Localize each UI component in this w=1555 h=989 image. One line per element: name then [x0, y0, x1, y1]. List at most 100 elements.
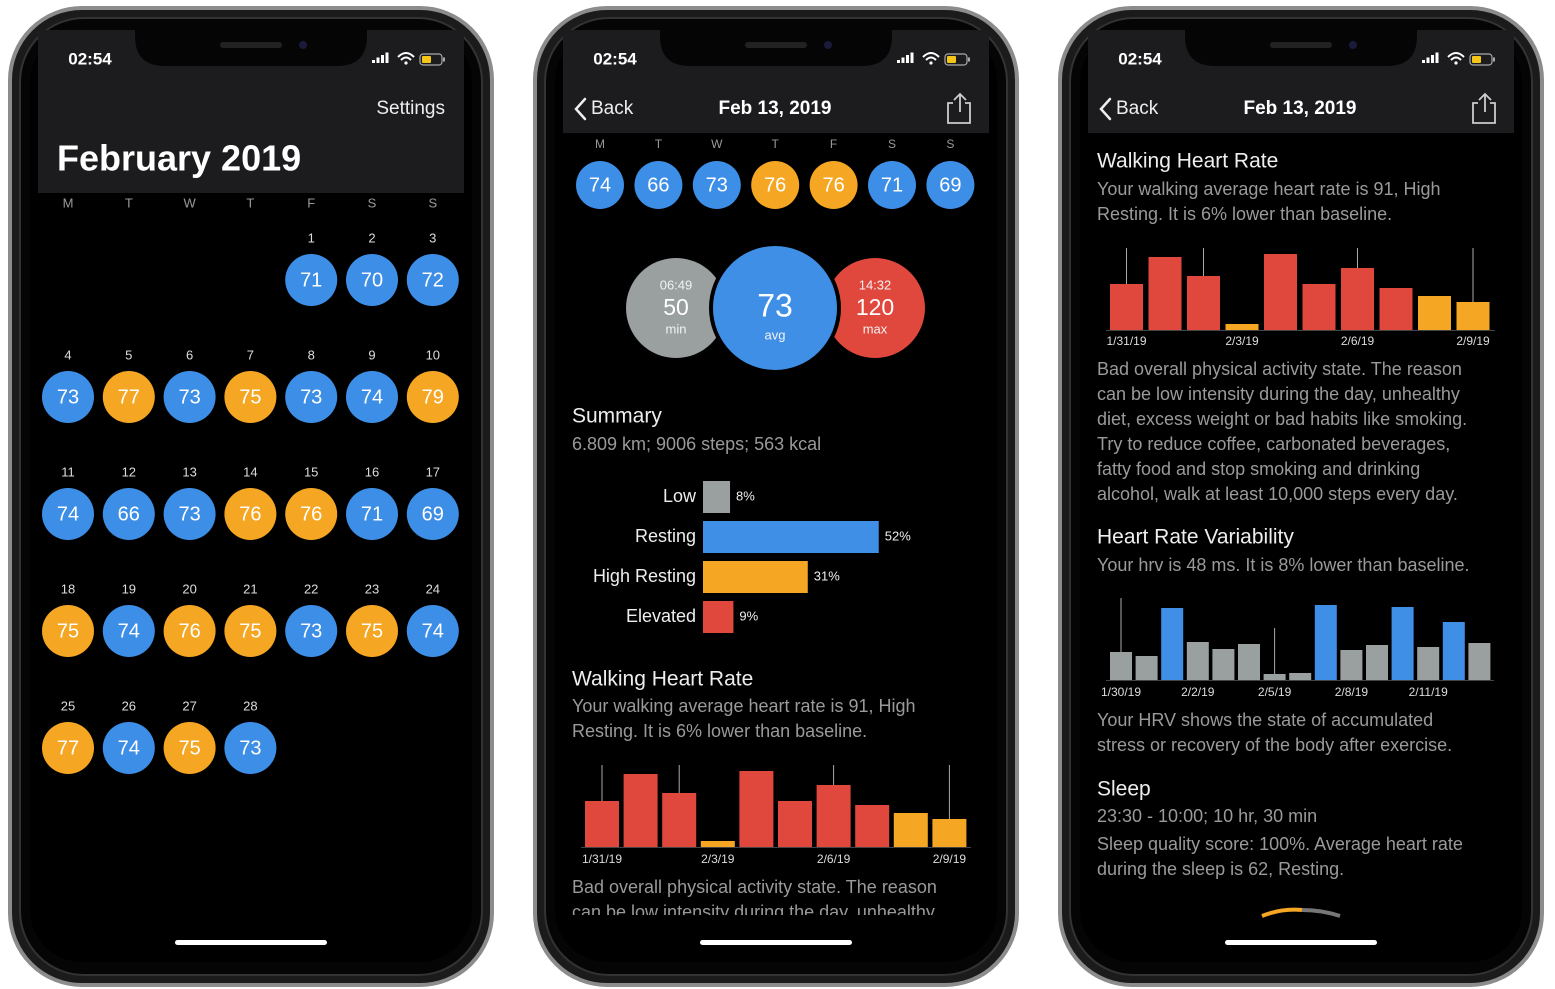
- date-title: Feb 13, 2019: [718, 98, 831, 119]
- bar: [739, 771, 774, 847]
- day-heart-rate[interactable]: [163, 488, 216, 540]
- day-heart-rate-value: 73: [300, 620, 322, 642]
- day-heart-rate[interactable]: [346, 254, 398, 306]
- settings-button[interactable]: Settings: [376, 98, 445, 119]
- bar: [1110, 652, 1132, 680]
- bar: [1366, 645, 1388, 680]
- day-heart-rate-value: 66: [647, 174, 669, 196]
- camera: [824, 41, 832, 49]
- bar: [1468, 643, 1491, 680]
- max-time: 14:32: [859, 277, 892, 292]
- day-heart-rate[interactable]: [406, 254, 459, 306]
- weekday-label: T: [655, 137, 663, 151]
- day-number: 9: [368, 347, 375, 362]
- back-button[interactable]: Back: [591, 98, 634, 119]
- day-heart-rate[interactable]: [102, 722, 155, 774]
- day-heart-rate[interactable]: [224, 371, 277, 423]
- day-heart-rate[interactable]: [42, 722, 94, 774]
- day-heart-rate-value: 75: [361, 620, 383, 642]
- day-heart-rate-value: 76: [300, 503, 322, 525]
- day-heart-rate[interactable]: [285, 605, 338, 657]
- section-text: Your hrv is 48 ms. It is 8% lower than b…: [1097, 555, 1470, 575]
- day-number: 18: [61, 581, 75, 596]
- day-heart-rate[interactable]: [163, 605, 216, 657]
- battery: [944, 53, 968, 66]
- signal-bar: [381, 55, 384, 63]
- day-heart-rate[interactable]: [285, 488, 338, 540]
- day-heart-rate[interactable]: [285, 254, 338, 306]
- day-heart-rate-value: 74: [57, 503, 79, 525]
- day-heart-rate[interactable]: [576, 161, 624, 209]
- day-heart-rate[interactable]: [285, 371, 338, 423]
- day-heart-rate[interactable]: [224, 722, 277, 774]
- day-heart-rate[interactable]: [346, 605, 398, 657]
- day-heart-rate[interactable]: [406, 371, 459, 423]
- day-heart-rate[interactable]: [163, 371, 216, 423]
- day-heart-rate[interactable]: [868, 161, 916, 209]
- level-value-label: 9%: [739, 608, 758, 623]
- signal-bar: [906, 55, 909, 63]
- bar: [1341, 268, 1374, 330]
- day-heart-rate[interactable]: [224, 488, 277, 540]
- day-number: 4: [64, 347, 71, 362]
- day-number: 19: [122, 581, 136, 596]
- weekday-label: S: [946, 137, 954, 151]
- day-heart-rate[interactable]: [102, 605, 155, 657]
- day-heart-rate-value: 73: [300, 386, 322, 408]
- x-tick-label: 1/31/19: [1106, 334, 1146, 348]
- day-heart-rate[interactable]: [42, 488, 94, 540]
- bar: [662, 793, 697, 847]
- signal-bar: [385, 52, 389, 63]
- weekday-label: F: [830, 137, 837, 151]
- battery-tip: [443, 57, 445, 62]
- screen: [1080, 30, 1522, 962]
- section-title: Walking Heart Rate: [572, 668, 753, 691]
- share-button[interactable]: [1472, 92, 1496, 124]
- wifi-icon: [397, 52, 415, 61]
- section-title: Walking Heart Rate: [1097, 150, 1278, 173]
- day-heart-rate[interactable]: [809, 161, 858, 209]
- day-heart-rate[interactable]: [406, 605, 459, 657]
- day-heart-rate[interactable]: [692, 161, 741, 209]
- bar: [893, 813, 928, 847]
- day-heart-rate[interactable]: [42, 371, 94, 423]
- day-heart-rate[interactable]: [224, 605, 277, 657]
- day-heart-rate[interactable]: [163, 722, 216, 774]
- bar: [816, 785, 851, 847]
- day-heart-rate[interactable]: [102, 371, 155, 423]
- signal-bar: [1426, 57, 1430, 63]
- day-heart-rate[interactable]: [926, 161, 975, 209]
- signal-bar: [376, 57, 380, 63]
- bar: [1417, 647, 1440, 680]
- day-heart-rate-value: 73: [706, 174, 728, 196]
- speaker: [1270, 42, 1332, 48]
- level-bar: [703, 561, 808, 593]
- day-heart-rate[interactable]: [346, 488, 398, 540]
- wifi-icon: [922, 52, 940, 61]
- share-button[interactable]: [947, 92, 971, 124]
- day-number: 22: [304, 581, 318, 596]
- day-heart-rate[interactable]: [42, 605, 94, 657]
- advice-text: Bad overall physical activity state. The…: [1097, 359, 1462, 379]
- back-button[interactable]: Back: [1116, 98, 1159, 119]
- detail-screen: Back Feb 13, 2019 M 74 T 66 W 73 T 76 F 76 S 71 S 69 06:…: [563, 30, 989, 915]
- day-heart-rate-value: 76: [764, 174, 786, 196]
- bar: [585, 801, 619, 847]
- back-chevron: [574, 97, 587, 121]
- advice-text: diet, excess weight or bad habits like s…: [1097, 409, 1467, 429]
- day-heart-rate[interactable]: [751, 161, 800, 209]
- month-title: February 2019: [57, 138, 301, 179]
- section-title: Heart Rate Variability: [1097, 526, 1294, 549]
- x-tick-label: 1/31/19: [582, 852, 622, 866]
- day-heart-rate-value: 74: [118, 737, 140, 759]
- bar: [1263, 674, 1286, 680]
- day-heart-rate[interactable]: [346, 371, 398, 423]
- level-bar: [703, 601, 734, 633]
- day-heart-rate[interactable]: [634, 161, 683, 209]
- level-bar: [703, 481, 731, 513]
- day-heart-rate[interactable]: [102, 488, 155, 540]
- bar: [1238, 644, 1260, 680]
- day-heart-rate[interactable]: [406, 488, 459, 540]
- day-number: 13: [182, 464, 196, 479]
- level-label: Resting: [635, 526, 696, 546]
